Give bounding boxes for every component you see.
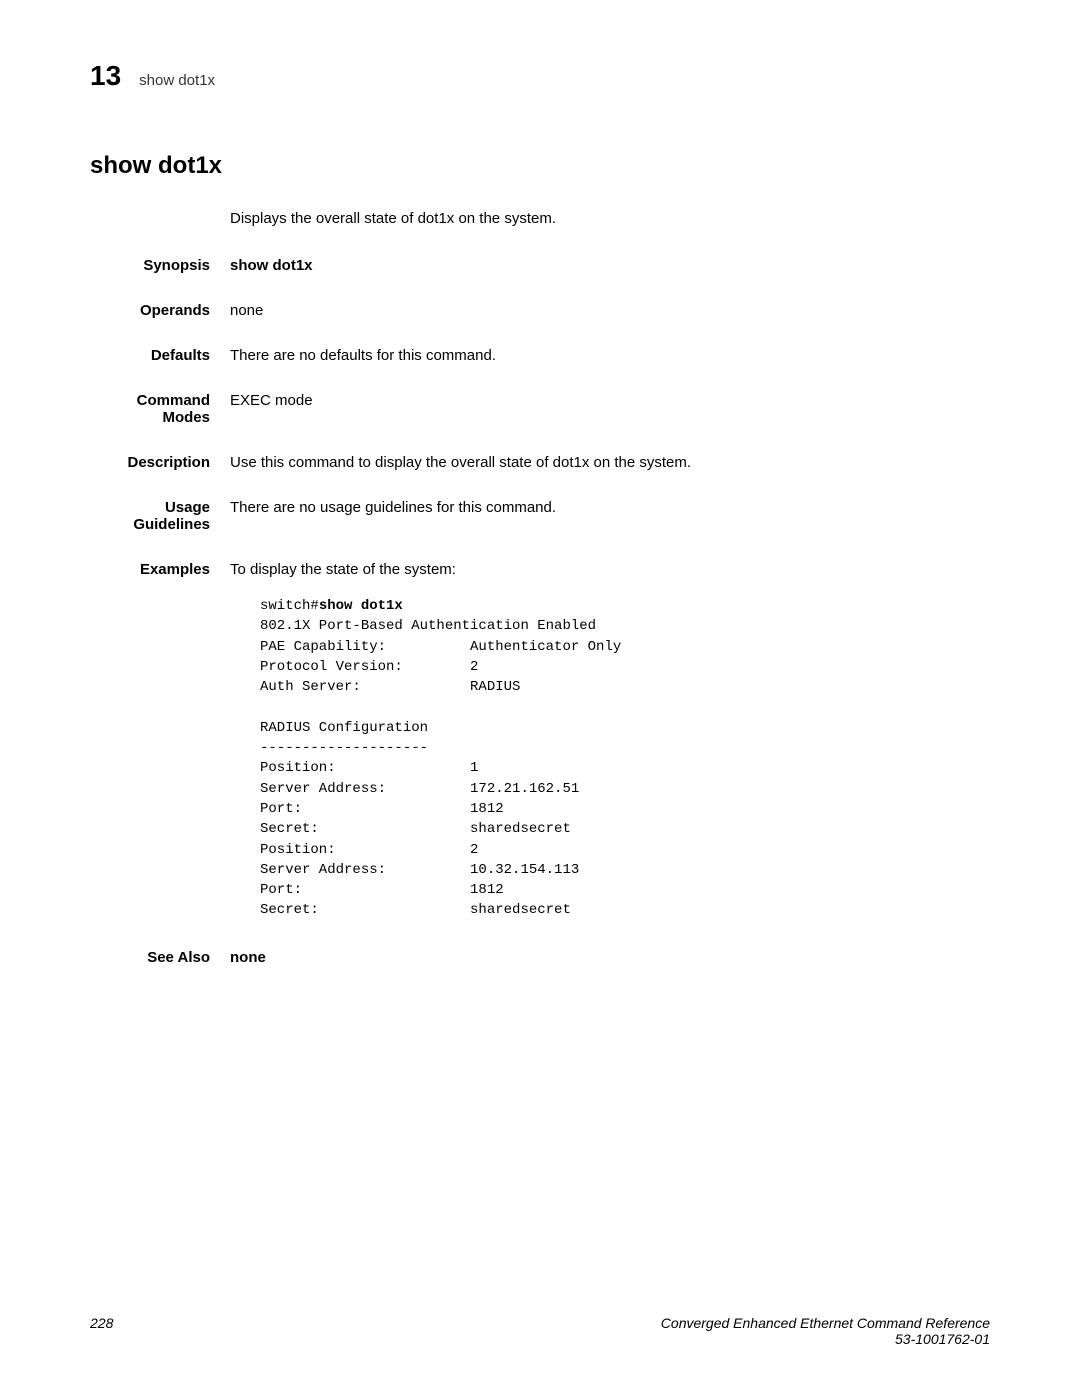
chapter-number: 13 bbox=[90, 60, 121, 92]
intro-text: Displays the overall state of dot1x on t… bbox=[230, 210, 990, 227]
examples-value: To display the state of the system: swit… bbox=[230, 561, 990, 921]
examples-text: To display the state of the system: bbox=[230, 561, 456, 578]
synopsis-value: show dot1x bbox=[230, 257, 990, 274]
operands-row: Operands none bbox=[90, 302, 990, 319]
defaults-row: Defaults There are no defaults for this … bbox=[90, 347, 990, 364]
see-also-row: See Also none bbox=[90, 949, 990, 966]
command-modes-label: Command Modes bbox=[90, 392, 230, 426]
command-modes-value: EXEC mode bbox=[230, 392, 990, 426]
command-modes-row: Command Modes EXEC mode bbox=[90, 392, 990, 426]
defaults-label: Defaults bbox=[90, 347, 230, 364]
command-title: show dot1x bbox=[90, 152, 990, 180]
description-row: Description Use this command to display … bbox=[90, 454, 990, 471]
examples-label: Examples bbox=[90, 561, 230, 921]
doc-title: Converged Enhanced Ethernet Command Refe… bbox=[661, 1315, 990, 1331]
page-footer: 228 Converged Enhanced Ethernet Command … bbox=[90, 1315, 990, 1347]
operands-value: none bbox=[230, 302, 990, 319]
doc-id: 53-1001762-01 bbox=[661, 1331, 990, 1347]
usage-row: Usage Guidelines There are no usage guid… bbox=[90, 499, 990, 533]
synopsis-label: Synopsis bbox=[90, 257, 230, 274]
defaults-value: There are no defaults for this command. bbox=[230, 347, 990, 364]
page: 13 show dot1x show dot1x Displays the ov… bbox=[0, 0, 1080, 966]
usage-label: Usage Guidelines bbox=[90, 499, 230, 533]
examples-row: Examples To display the state of the sys… bbox=[90, 561, 990, 921]
usage-value: There are no usage guidelines for this c… bbox=[230, 499, 990, 533]
running-title: show dot1x bbox=[139, 72, 215, 89]
footer-right: Converged Enhanced Ethernet Command Refe… bbox=[661, 1315, 990, 1347]
page-number: 228 bbox=[90, 1315, 113, 1347]
operands-label: Operands bbox=[90, 302, 230, 319]
page-header: 13 show dot1x bbox=[90, 60, 990, 92]
description-label: Description bbox=[90, 454, 230, 471]
description-value: Use this command to display the overall … bbox=[230, 454, 990, 471]
see-also-label: See Also bbox=[90, 949, 230, 966]
see-also-value: none bbox=[230, 949, 990, 966]
synopsis-row: Synopsis show dot1x bbox=[90, 257, 990, 274]
code-output: switch#show dot1x 802.1X Port-Based Auth… bbox=[260, 596, 990, 921]
